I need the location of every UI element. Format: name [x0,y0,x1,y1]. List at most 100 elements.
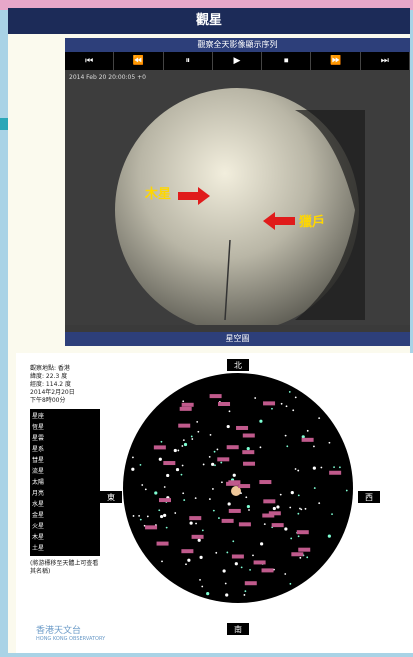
star [338,466,341,469]
constellation-tag [178,423,191,428]
constellation-tag [189,516,202,521]
star [225,593,229,597]
star-map: 北 東 西 南 [100,359,380,635]
sky-image: 2014 Feb 20 20:00:05 +0 木星 獵戶 [65,70,410,332]
dir-east: 東 [107,492,115,502]
legend-item: 星雲 [32,435,45,442]
star [234,562,238,566]
star [313,445,315,448]
star [211,462,215,466]
constellation-tag [226,481,239,486]
star [280,402,283,405]
star [195,522,197,525]
star [245,496,248,499]
star [276,505,280,509]
constellation-tag [242,433,255,438]
star [297,494,300,497]
constellation-tag [181,402,194,407]
star [221,481,223,484]
star [146,515,149,518]
star [226,551,229,554]
star [183,499,186,501]
star [240,566,243,569]
star [292,409,295,412]
note: (將游標移至天體上可查看其名稱) [30,560,99,575]
star [158,509,161,512]
constellation-tag [231,554,244,559]
dir-box [100,491,122,503]
star [163,513,167,517]
player-controls: ⏮ ⏪ ⏸ ▶ ⏹ ⏩ ⏭ [65,52,410,70]
star [208,498,211,500]
camera-panel: 觀察全天影像顯示序列 ⏮ ⏪ ⏸ ▶ ⏹ ⏩ ⏭ 2014 Feb 20 20:00:05 … [65,38,410,343]
star [252,554,254,557]
control-button[interactable]: ▶ [213,52,263,70]
constellation-tag [242,450,255,455]
star [160,514,164,519]
star [284,434,287,437]
star [271,407,273,410]
star [191,438,194,440]
logo: 香港天文台 HONG KONG OBSERVATORY [36,623,105,642]
pole [224,239,231,321]
control-button[interactable]: ⏩ [311,52,361,70]
star [212,488,214,490]
constellation-tag [263,499,276,504]
star [174,512,177,514]
constellation-tag [238,484,251,489]
star [227,502,231,506]
star [197,538,201,542]
star [132,515,135,517]
dir-box [227,359,249,371]
legend-item: 彗星 [32,457,45,464]
star [222,569,226,573]
star [273,568,275,571]
star [175,467,180,472]
star [216,448,219,451]
star [320,466,323,469]
legend-item: 土星 [32,545,45,552]
constellation-tag [291,552,304,557]
star [131,467,135,471]
star [318,502,321,505]
star [132,456,134,459]
starmap-title: 星空圖 [65,332,410,346]
star [289,506,292,509]
star [299,556,302,559]
constellation-tag [218,402,231,407]
info-line: 下午8時00分 [30,397,66,404]
star [244,590,247,593]
star [328,441,331,444]
logo-english: HONG KONG OBSERVATORY [36,636,106,642]
legend-item: 星座 [32,413,45,420]
star [312,466,316,470]
star [215,551,218,554]
constellation-tag [253,560,266,565]
control-button[interactable]: ⏭ [361,52,410,70]
arrow [178,187,210,205]
star [240,492,242,495]
control-button[interactable]: ⏮ [65,52,115,70]
star [206,592,210,596]
dir-south: 南 [234,624,242,634]
star [213,450,216,453]
fisheye [115,88,359,332]
star [259,446,262,449]
star [138,514,141,517]
moon [231,486,241,496]
star [218,517,220,519]
constellation-tag [296,530,309,535]
star [177,449,180,452]
control-button[interactable]: ⏸ [164,52,213,70]
constellation-tag [236,425,249,430]
label-orion: 獵戶 [298,214,325,230]
control-button[interactable]: ⏪ [114,52,164,70]
control-button[interactable]: ⏹ [262,52,312,70]
star [214,464,216,467]
legend-item: 恆星 [32,424,45,431]
star [313,487,316,489]
star [228,410,231,413]
constellation-tag [262,513,275,518]
star [284,527,288,531]
logo-name: 香港天文台 [36,626,82,636]
